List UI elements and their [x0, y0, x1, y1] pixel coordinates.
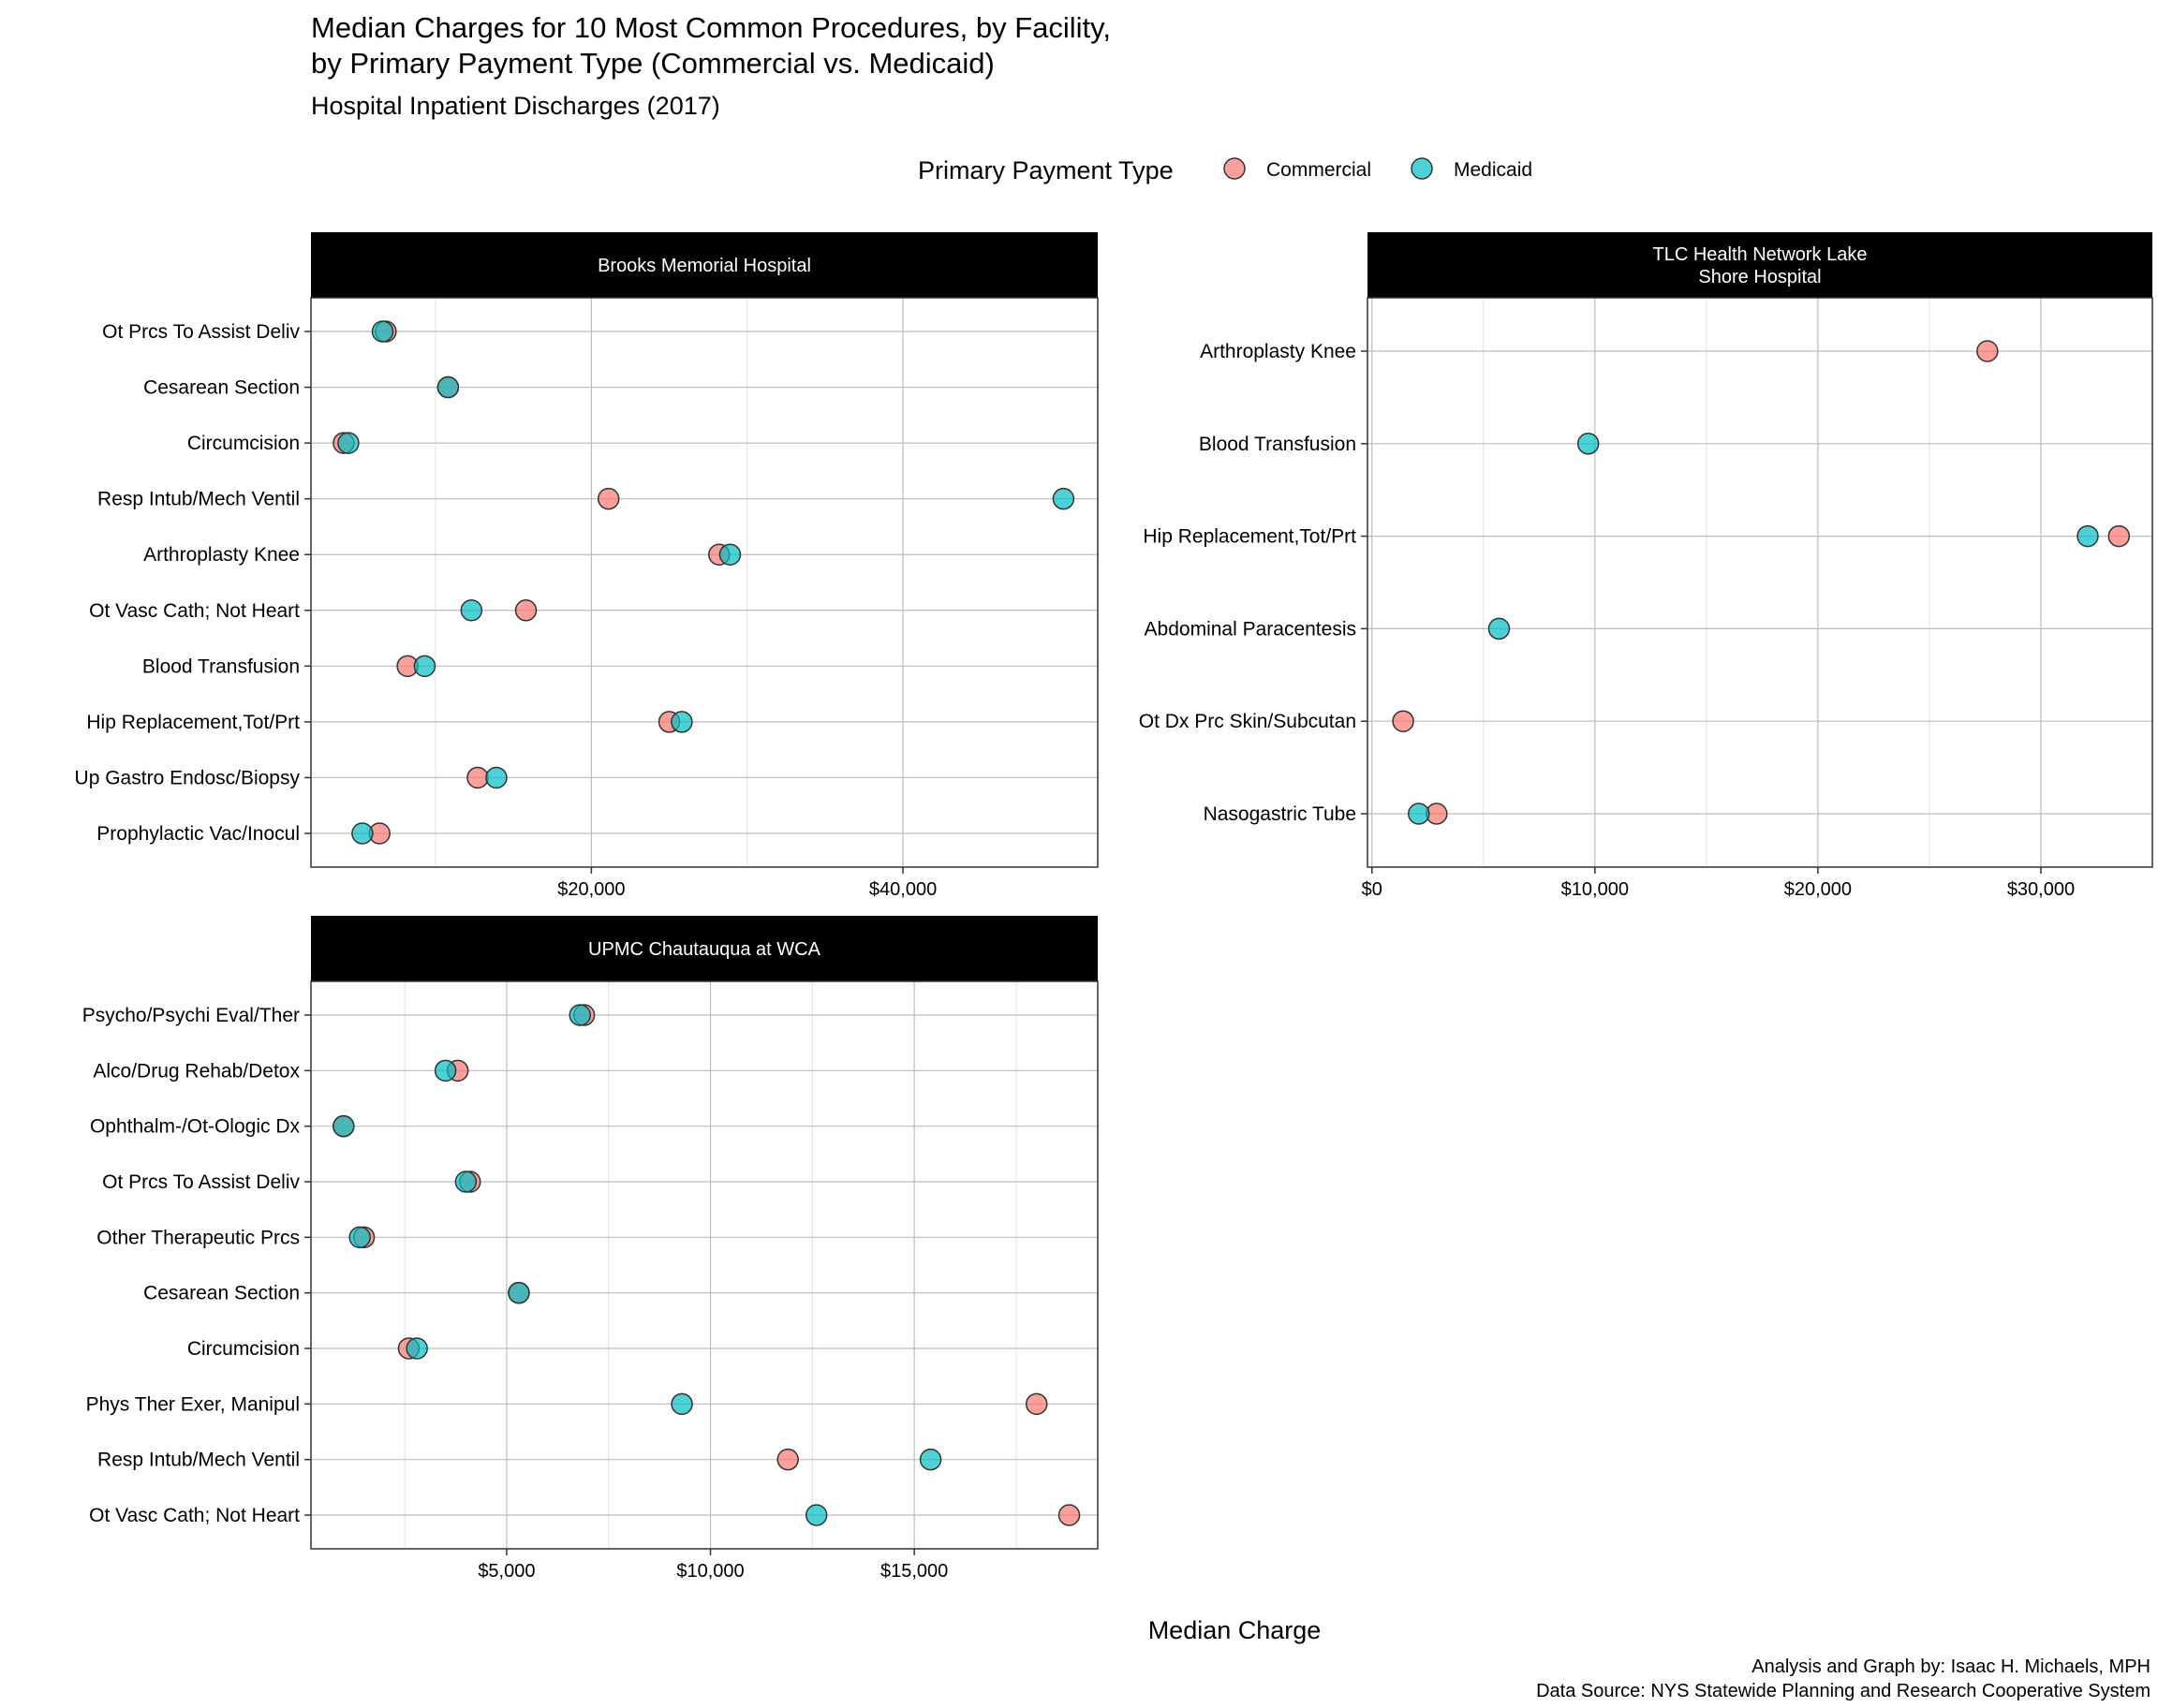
category-label: Phys Ther Exer, Manipul	[86, 1393, 300, 1415]
category-label: Cesarean Section	[143, 377, 300, 399]
x-tick-label: $10,000	[1561, 879, 1629, 900]
legend-key-medicaid	[1411, 157, 1433, 180]
medicaid-point	[919, 1448, 942, 1471]
facet-strip-label: Brooks Memorial Hospital	[598, 256, 811, 276]
commercial-point	[514, 599, 538, 622]
chart-title-line1: Median Charges for 10 Most Common Proced…	[311, 11, 1111, 44]
medicaid-point	[413, 655, 436, 678]
facet-strip-label: UPMC Chautauqua at WCA	[588, 939, 821, 960]
x-tick-label: $5,000	[478, 1561, 535, 1582]
category-label: Arthroplasty Knee	[1200, 341, 1356, 362]
category-label: Ot Vasc Cath; Not Heart	[89, 600, 300, 622]
medicaid-point	[2077, 524, 2099, 548]
medicaid-point	[454, 1171, 478, 1193]
medicaid-point	[434, 1059, 457, 1082]
category-label: Ophthalm-/Ot-Ologic Dx	[90, 1116, 301, 1138]
legend-label-medicaid: Medicaid	[1454, 159, 1532, 181]
facet-panel-3: UPMC Chautauqua at WCA Psycho/Psychi Eval…	[82, 916, 1099, 1582]
facet-strip-label: Shore Hospital	[1698, 267, 1821, 287]
category-label: Ot Dx Prc Skin/Subcutan	[1139, 711, 1356, 732]
medicaid-point	[1576, 433, 1600, 455]
category-label: Resp Intub/Mech Ventil	[97, 489, 300, 510]
x-tick-label: $10,000	[676, 1561, 744, 1582]
category-label: Circumcision	[187, 1338, 300, 1360]
facet-strip	[311, 232, 1098, 298]
x-tick-label: $15,000	[880, 1561, 948, 1582]
medicaid-point	[569, 1004, 592, 1026]
medicaid-point	[406, 1337, 428, 1360]
category-label: Psycho/Psychi Eval/Ther	[82, 1005, 300, 1026]
facet-panels: Brooks Memorial Hospital Ot Prcs To Assis…	[75, 232, 2153, 1582]
category-label: Up Gastro Endosc/Biopsy	[75, 767, 301, 788]
x-tick-label: $40,000	[869, 879, 937, 900]
commercial-point	[1025, 1392, 1048, 1416]
category-label: Alco/Drug Rehab/Detox	[93, 1060, 300, 1082]
x-tick-label: $0	[1362, 879, 1382, 900]
category-label: Cesarean Section	[143, 1283, 300, 1304]
category-label: Hip Replacement,Tot/Prt	[1143, 526, 1356, 548]
medicaid-point	[371, 320, 394, 343]
category-label: Hip Replacement,Tot/Prt	[86, 712, 300, 733]
medicaid-point	[1052, 487, 1075, 510]
medicaid-point	[671, 711, 693, 733]
x-tick-label: $30,000	[2007, 879, 2075, 900]
commercial-point	[1976, 340, 1999, 362]
commercial-point	[1057, 1504, 1081, 1526]
category-label: Nasogastric Tube	[1204, 803, 1356, 825]
medicaid-point	[460, 599, 483, 622]
category-label: Ot Prcs To Assist Deliv	[102, 321, 300, 343]
medicaid-point	[348, 1226, 371, 1249]
category-label: Ot Vasc Cath; Not Heart	[89, 1505, 300, 1526]
category-label: Blood Transfusion	[142, 655, 300, 677]
panel-border	[310, 297, 1099, 868]
category-label: Arthroplasty Knee	[143, 544, 300, 566]
category-label: Resp Intub/Mech Ventil	[97, 1450, 300, 1471]
x-tick-label: $20,000	[557, 879, 625, 900]
medicaid-point	[333, 1114, 355, 1138]
facet-strip-label: TLC Health Network Lake	[1653, 244, 1868, 265]
commercial-point	[1392, 710, 1414, 732]
caption-credit: Analysis and Graph by: Isaac H. Michaels…	[1752, 1656, 2151, 1677]
medicaid-point	[508, 1281, 530, 1304]
medicaid-point	[485, 766, 508, 789]
category-label: Ot Prcs To Assist Deliv	[102, 1171, 300, 1193]
medicaid-point	[805, 1504, 828, 1526]
medicaid-point	[718, 543, 742, 566]
x-axis-label: Median Charge	[1148, 1616, 1322, 1644]
legend-label-commercial: Commercial	[1266, 159, 1371, 181]
medicaid-point	[337, 432, 360, 454]
category-label: Circumcision	[187, 433, 300, 454]
legend-key-commercial	[1223, 157, 1246, 180]
chart-subtitle: Hospital Inpatient Discharges (2017)	[311, 92, 720, 120]
medicaid-point	[436, 375, 460, 399]
facet-panel-1: Brooks Memorial Hospital Ot Prcs To Assis…	[75, 232, 1099, 900]
category-label: Blood Transfusion	[1199, 434, 1356, 455]
category-label: Other Therapeutic Prcs	[96, 1227, 300, 1248]
commercial-point	[2107, 524, 2131, 548]
medicaid-point	[351, 822, 374, 845]
x-tick-label: $20,000	[1784, 879, 1852, 900]
commercial-point	[466, 766, 489, 789]
medicaid-point	[671, 1392, 693, 1416]
facet-strip	[1367, 232, 2152, 298]
legend-title: Primary Payment Type	[918, 156, 1174, 184]
panel-border	[310, 980, 1099, 1550]
category-label: Abdominal Paracentesis	[1145, 618, 1356, 640]
category-label: Prophylactic Vac/Inocul	[96, 823, 300, 845]
commercial-point	[776, 1448, 799, 1471]
caption-source: Data Source: NYS Statewide Planning and …	[1536, 1681, 2151, 1701]
medicaid-point	[1487, 617, 1511, 640]
facet-strip	[311, 916, 1098, 981]
commercial-point	[597, 487, 620, 510]
chart-title-line2: by Primary Payment Type (Commercial vs. …	[311, 47, 995, 80]
legend: Primary Payment Type Commercial Medicaid	[918, 156, 1532, 184]
panel-border	[1367, 297, 2153, 868]
medicaid-point	[1408, 802, 1430, 825]
